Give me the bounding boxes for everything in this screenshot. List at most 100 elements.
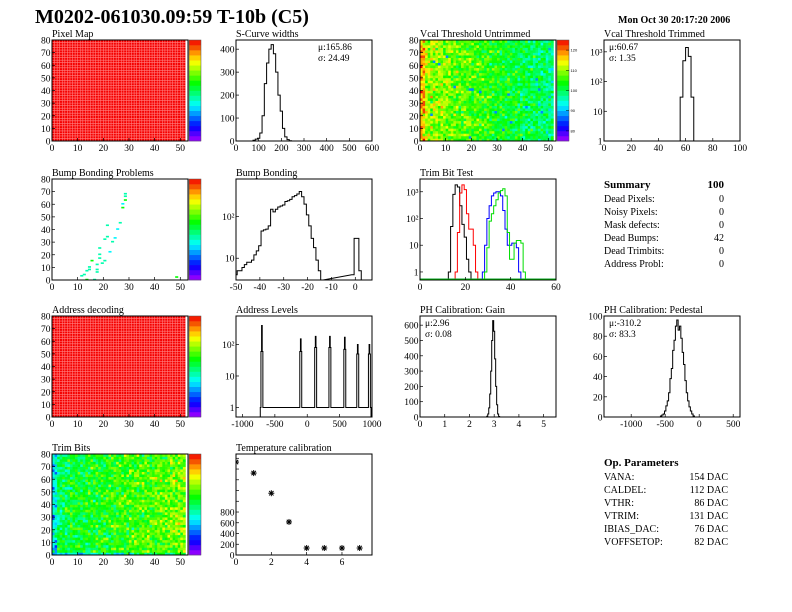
heatmap-cell [471,125,475,129]
heatmap-cell [430,100,434,104]
heatmap-cell [164,496,168,500]
heatmap-cell [538,45,541,48]
heatmap-cell [430,118,434,122]
heatmap-cell [550,72,554,76]
heatmap-cell [543,108,547,111]
heatmap-cell [108,486,112,490]
heatmap-cell [422,135,426,139]
heatmap-cell [489,120,493,124]
heatmap-cell [507,65,511,69]
heatmap-cell [162,471,166,475]
heatmap-cell [425,72,428,76]
heatmap-cell [527,50,531,53]
heatmap-cell [134,514,137,518]
heatmap-cell [540,115,544,119]
heatmap-cell [435,90,439,94]
heatmap-cell [545,47,549,51]
heatmap-cell [172,466,176,470]
asterisk-stroke [268,490,274,496]
heatmap-cell [420,113,423,117]
heatmap-cell [154,481,158,485]
heatmap-cell [532,47,536,51]
op-parameter-label: VANA: [604,472,635,483]
heatmap-cell [504,110,508,114]
heatmap-cell [134,522,137,525]
heatmap-cell [139,509,143,513]
heatmap-cell [466,52,470,56]
heatmap-cell [170,512,173,515]
heatmap-cell [108,509,112,513]
heatmap-cell [453,100,457,104]
heatmap-cell [432,120,436,124]
heatmap-cell [484,50,488,53]
x-tick-label: 60 [551,283,561,293]
heatmap-cell [69,476,73,480]
heatmap-cell [430,110,434,114]
heatmap-cell [54,469,58,472]
heatmap-cell [67,484,71,488]
color-scale-band [557,65,569,71]
heatmap-cell [175,512,179,515]
heatmap-cell [90,496,94,500]
heatmap-cell [136,461,140,465]
heatmap-cell [481,128,485,132]
heatmap-cell [95,494,99,498]
heatmap-cell [157,476,161,480]
heatmap-cell [93,547,96,551]
heatmap-cell [90,489,94,493]
heatmap-cell [59,459,63,462]
heatmap-cell [509,42,513,46]
heatmap-cell [118,522,122,525]
heatmap-cell [172,459,176,462]
heatmap-cell [69,522,73,525]
heatmap-cell [514,103,518,106]
heatmap-cell [59,496,63,500]
heatmap-cell [93,552,96,555]
heatmap-cell [113,537,117,541]
heatmap-cell [177,464,181,467]
heatmap-cell [100,512,104,515]
heatmap-cell [95,479,99,483]
y-tick-label: 10 [41,125,51,135]
heatmap-cell [87,509,91,513]
heatmap-cell [126,507,130,510]
heatmap-cell [111,509,114,513]
heatmap-cell [548,47,552,51]
heatmap-cell [52,507,55,510]
histogram-series [259,324,372,417]
x-tick-label: 50 [176,420,186,430]
heatmap-cell [157,471,161,475]
heatmap-cell [144,542,148,546]
heatmap-cell [134,476,137,480]
x-tick-label: 40 [518,144,528,154]
heatmap-cell [538,67,541,71]
heatmap-cell [139,494,143,498]
heatmap-cell [443,93,446,96]
heatmap-cell [131,484,135,488]
heatmap-cell [139,491,143,495]
y-tick-label: 1 [230,404,235,414]
heatmap-cell [543,47,547,51]
heatmap-cell [440,103,444,106]
heatmap-cell [75,494,78,498]
heatmap-cell [471,90,475,94]
heatmap-cell [512,138,516,141]
bump-defect-point [105,235,109,238]
x-tick-label: 5 [541,420,546,430]
heatmap-cell [182,522,186,525]
heatmap-cell [466,87,470,91]
heatmap-cell [461,125,464,129]
x-tick-label: 100 [733,144,748,154]
heatmap-cell [489,100,493,104]
heatmap-cell [491,93,495,96]
heatmap-cell [95,514,99,518]
heatmap-cell [54,499,58,503]
plot-area [486,320,501,417]
heatmap-cell [118,539,122,543]
heatmap-cell [522,72,526,76]
heatmap-cell [157,494,161,498]
heatmap-cell [134,466,137,470]
heatmap-cell [432,67,436,71]
plot-area [420,184,556,280]
heatmap-cell [75,459,78,462]
